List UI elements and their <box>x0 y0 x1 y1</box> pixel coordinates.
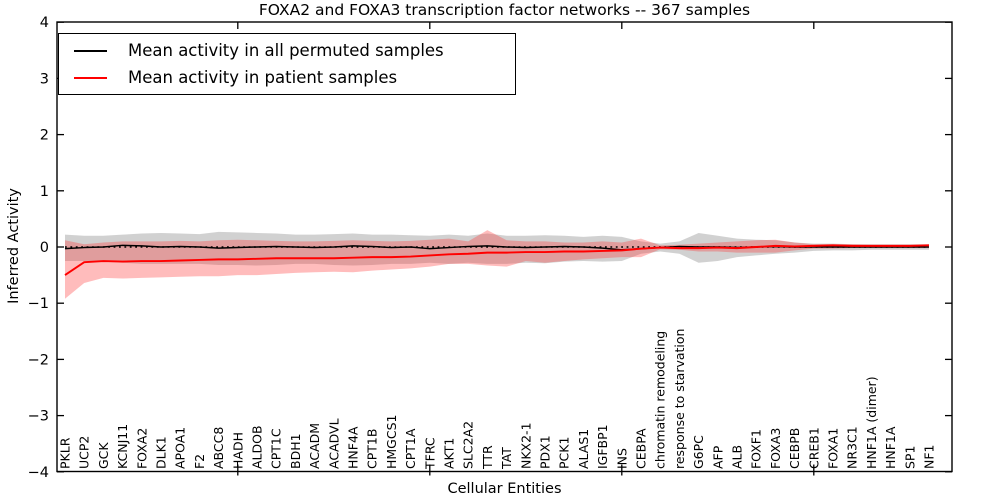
x-category-label: HADH <box>230 432 245 469</box>
x-category-label: ALAS1 <box>576 429 591 469</box>
x-category-label: APOA1 <box>173 427 188 469</box>
chart-title: FOXA2 and FOXA3 transcription factor net… <box>258 1 751 19</box>
x-category-label: IGFBP1 <box>595 424 610 469</box>
legend-item-permuted: Mean activity in all permuted samples <box>74 37 515 64</box>
x-category-label: CEBPA <box>634 428 649 469</box>
x-axis-label: Cellular Entities <box>447 481 562 497</box>
x-category-label: INS <box>614 448 629 469</box>
x-category-label: PCK1 <box>557 437 572 469</box>
y-tick-label: −4 <box>28 465 49 481</box>
x-category-label: CEBPB <box>787 428 802 469</box>
x-category-label: AFP <box>710 445 725 469</box>
x-category-label: SP1 <box>902 446 917 469</box>
patient-mean-line <box>64 244 930 276</box>
y-tick-label: 4 <box>40 15 49 31</box>
x-category-label: NF1 <box>922 445 937 470</box>
y-tick-label: 2 <box>40 128 49 144</box>
x-category-label: GCK <box>96 442 111 469</box>
x-category-label: F2 <box>192 454 207 469</box>
x-category-label: HMGCS1 <box>384 415 399 470</box>
x-category-label: CPT1A <box>403 428 418 469</box>
x-category-label: DLK1 <box>154 436 169 469</box>
x-category-label: FOXA3 <box>768 428 783 469</box>
y-tick-label: 3 <box>40 71 49 87</box>
y-axis-label: Inferred Activity <box>6 188 22 304</box>
y-tick-label: 1 <box>40 184 49 200</box>
x-category-label: PDX1 <box>538 435 553 469</box>
y-tick-label: −3 <box>28 409 49 425</box>
x-category-label: PKLR <box>58 437 73 469</box>
x-category-label: BDH1 <box>288 433 303 469</box>
legend-item-patient: Mean activity in patient samples <box>74 64 515 91</box>
x-category-label: AKT1 <box>442 438 457 469</box>
permuted-line-swatch <box>74 49 107 52</box>
x-category-label: HNF1A <box>883 426 898 469</box>
x-category-label: ABCC8 <box>211 427 226 469</box>
x-category-label: TFRC <box>422 437 437 470</box>
x-category-label: chromatin remodeling <box>653 331 668 469</box>
y-tick-label: −1 <box>28 296 49 312</box>
x-category-label: HNF1A (dimer) <box>864 376 879 469</box>
x-category-label: ALB <box>730 445 745 469</box>
x-category-label: TTR <box>480 445 495 470</box>
x-category-label: TAT <box>499 447 514 470</box>
legend-label-patient: Mean activity in patient samples <box>128 68 398 87</box>
y-tick-label: 0 <box>40 240 49 256</box>
x-category-label: FOXF1 <box>749 429 764 469</box>
y-tick-label: −2 <box>28 352 49 368</box>
x-category-label: SLC2A2 <box>461 421 476 469</box>
x-category-label: G6PC <box>691 435 706 469</box>
x-category-label: UCP2 <box>77 436 92 469</box>
patient-line-swatch <box>74 76 107 79</box>
x-category-label: ACADVL <box>326 418 341 469</box>
x-category-label: CPT1C <box>269 428 284 469</box>
x-category-label: NKX2-1 <box>518 422 533 469</box>
x-category-label: KCNJ11 <box>115 424 130 469</box>
x-category-label: FOXA2 <box>134 428 149 469</box>
x-category-label: CPT1B <box>365 429 380 469</box>
x-category-label: ALDOB <box>250 425 265 469</box>
x-category-label: NR3C1 <box>845 426 860 469</box>
legend-label-permuted: Mean activity in all permuted samples <box>128 41 444 60</box>
x-category-label: CREB1 <box>806 427 821 469</box>
x-category-label: FOXA1 <box>826 428 841 469</box>
permuted-std-band <box>65 231 929 266</box>
legend: Mean activity in all permuted samples Me… <box>58 33 516 95</box>
x-category-label: HNF4A <box>346 426 361 469</box>
x-category-label: response to starvation <box>672 329 687 470</box>
x-category-label: ACADM <box>307 423 322 469</box>
